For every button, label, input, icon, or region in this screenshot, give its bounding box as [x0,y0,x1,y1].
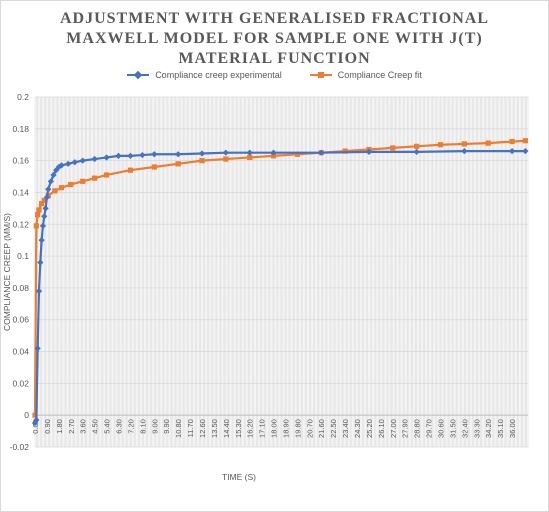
x-tick-label: 5.40 [103,419,112,434]
x-tick-label: 30.60 [437,419,446,438]
y-tick-label: 0.08 [12,283,29,293]
y-tick-label: 0.14 [12,187,29,197]
data-point-fit [152,164,157,169]
data-point-fit [199,158,204,163]
x-tick-label: 28.80 [413,419,422,438]
data-point-experimental [40,223,46,229]
data-point-fit [35,212,40,217]
x-tick-label: 20.70 [305,419,314,438]
data-point-experimental [223,150,229,156]
x-tick-label: 15.30 [234,419,243,438]
x-tick-label: 33.30 [472,419,481,438]
data-point-fit [223,156,228,161]
x-tick-label: 12.60 [198,419,207,438]
data-point-experimental [199,150,205,156]
x-tick-label: 14.40 [222,419,231,438]
x-tick-label: 18.90 [281,419,290,438]
x-tick-label: 21.60 [317,419,326,438]
data-point-fit [80,179,85,184]
x-tick-label: 27.90 [401,419,410,438]
y-tick-label: 0 [24,410,29,420]
data-point-fit [176,161,181,166]
data-point-fit [92,176,97,181]
data-point-experimental [103,154,109,160]
x-tick-label: 7.20 [126,419,135,434]
x-tick-label: 3.60 [79,419,88,434]
x-tick-label: 25.20 [365,419,374,438]
data-point-fit [390,145,395,150]
data-point-experimental [80,158,86,164]
y-tick-label: 0.12 [12,219,29,229]
data-point-fit [104,172,109,177]
data-point-experimental [127,153,133,159]
y-tick-label: -0.02 [10,442,30,452]
x-tick-label: 24.30 [353,419,362,438]
data-point-fit [128,168,133,173]
x-tick-label: 18.00 [270,419,279,438]
x-tick-label: 36.00 [508,419,517,438]
x-tick-label: 31.50 [448,419,457,438]
data-point-fit [36,207,41,212]
data-point-experimental [72,159,78,165]
data-point-fit [486,141,491,146]
y-tick-label: 0.06 [12,315,29,325]
data-point-fit [462,141,467,146]
data-point-experimental [65,161,71,167]
y-tick-label: 0.04 [12,347,29,357]
y-axis-label: COMPLIANCE CREEP (MM/S) [2,213,12,331]
data-point-fit [52,188,57,193]
x-tick-label: 13.50 [210,419,219,438]
x-tick-label: 29.70 [425,419,434,438]
data-point-experimental [139,152,145,158]
x-tick-label: 34.20 [484,419,493,438]
data-point-fit [59,185,64,190]
y-tick-label: 0.02 [12,378,29,388]
data-point-experimental [509,148,515,154]
data-point-experimental [414,149,420,155]
data-point-experimental [522,148,528,154]
x-tick-label: 11.70 [186,419,195,437]
x-tick-label: 1.80 [55,419,64,434]
x-tick-label: 2.70 [67,419,76,434]
data-point-experimental [39,237,45,243]
data-point-experimental [461,148,467,154]
data-point-experimental [92,156,98,162]
x-tick-label: 4.50 [91,419,100,434]
data-point-experimental [41,213,47,219]
data-point-experimental [45,186,51,192]
y-tick-label: 0.18 [12,124,29,134]
x-tick-label: 16.20 [246,419,255,438]
x-tick-label: 9.00 [150,419,159,434]
x-tick-label: 22.50 [329,419,338,438]
data-point-fit [523,138,528,143]
data-point-fit [68,182,73,187]
x-tick-label: 9.90 [162,419,171,434]
x-tick-label: 27.00 [389,419,398,438]
x-tick-label: 26.10 [377,419,386,438]
data-point-experimental [48,178,54,184]
y-tick-label: 0.16 [12,156,29,166]
data-point-fit [34,223,39,228]
data-point-fit [414,144,419,149]
x-tick-label: 35.10 [496,419,505,438]
x-axis-label: TIME (S) [222,472,256,482]
x-tick-label: 10.80 [174,419,183,438]
x-tick-label: 32.40 [460,419,469,438]
x-tick-label: 8.10 [138,419,147,434]
x-tick-label: 17.10 [258,419,267,438]
data-point-fit [509,139,514,144]
data-point-experimental [151,151,157,157]
y-tick-label: 0.1 [17,251,29,261]
x-tick-label: 23.40 [341,419,350,438]
x-tick-label: 6.30 [114,419,123,434]
data-point-experimental [37,259,43,265]
data-point-experimental [175,151,181,157]
y-tick-label: 0.2 [17,92,29,102]
data-point-experimental [115,153,121,159]
x-tick-label: 0.90 [43,419,52,434]
data-point-fit [438,142,443,147]
x-tick-label: 19.80 [293,419,302,438]
